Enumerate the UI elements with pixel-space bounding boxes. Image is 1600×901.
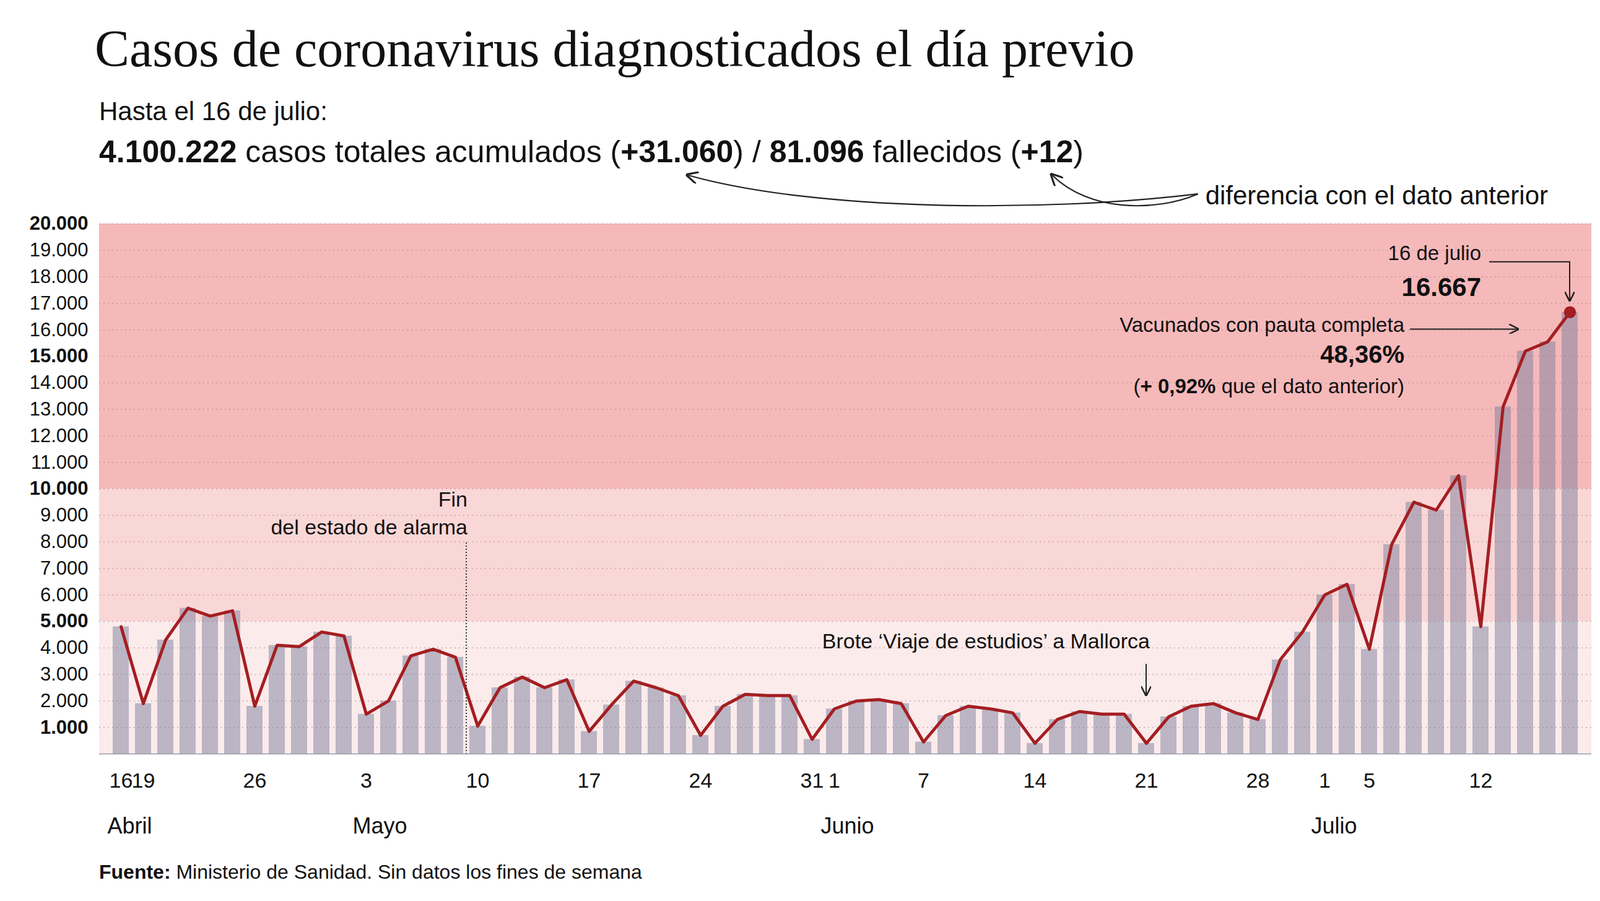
svg-text:14: 14 <box>1023 768 1048 792</box>
svg-text:2.000: 2.000 <box>40 689 89 712</box>
svg-text:19.000: 19.000 <box>29 239 89 261</box>
svg-text:1: 1 <box>1318 768 1331 792</box>
svg-text:18.000: 18.000 <box>29 265 89 288</box>
svg-text:(+ 0,92% que el dato anterior): (+ 0,92% que el dato anterior) <box>1133 374 1405 398</box>
svg-text:19: 19 <box>131 768 156 792</box>
svg-text:Abril: Abril <box>107 813 153 839</box>
svg-text:4.100.222 casos totales acumul: 4.100.222 casos totales acumulados (+31.… <box>99 134 1084 170</box>
svg-text:diferencia con el dato anterio: diferencia con el dato anterior <box>1205 180 1548 210</box>
svg-text:5.000: 5.000 <box>40 609 89 632</box>
svg-text:16.667: 16.667 <box>1401 272 1482 302</box>
svg-text:15.000: 15.000 <box>29 344 89 367</box>
svg-text:10.000: 10.000 <box>29 477 89 500</box>
svg-text:17.000: 17.000 <box>29 292 89 314</box>
svg-text:Hasta el 16 de julio:: Hasta el 16 de julio: <box>99 96 328 126</box>
svg-text:14.000: 14.000 <box>29 371 89 394</box>
svg-text:Junio: Junio <box>821 813 875 839</box>
svg-text:5: 5 <box>1363 768 1376 792</box>
svg-text:Casos de coronavirus diagnosti: Casos de coronavirus diagnosticados el d… <box>94 19 1135 78</box>
svg-text:11.000: 11.000 <box>30 451 89 474</box>
svg-text:12: 12 <box>1469 768 1493 792</box>
svg-text:8.000: 8.000 <box>40 530 89 553</box>
svg-text:20.000: 20.000 <box>29 212 89 235</box>
svg-text:Fin: Fin <box>438 487 468 511</box>
svg-text:28: 28 <box>1246 768 1270 792</box>
svg-text:13.000: 13.000 <box>29 398 89 420</box>
svg-text:10: 10 <box>466 768 490 792</box>
html-text:Fuente: Ministerio de Sanidad.: Fuente: Ministerio de Sanidad. Sin datos… <box>99 860 643 883</box>
svg-text:9.000: 9.000 <box>40 504 89 526</box>
svg-text:Brote ‘Viaje de estudios’ a Ma: Brote ‘Viaje de estudios’ a Mallorca <box>822 629 1150 653</box>
svg-text:16 de julio: 16 de julio <box>1388 241 1482 265</box>
svg-text:7.000: 7.000 <box>40 557 89 579</box>
svg-text:16.000: 16.000 <box>29 318 89 341</box>
svg-text:16: 16 <box>109 768 134 792</box>
svg-text:31: 31 <box>800 768 825 792</box>
svg-text:7: 7 <box>917 768 930 792</box>
svg-text:3: 3 <box>360 768 373 792</box>
svg-text:3.000: 3.000 <box>40 663 89 685</box>
svg-text:1.000: 1.000 <box>40 716 89 739</box>
svg-text:1: 1 <box>828 768 841 792</box>
svg-text:6.000: 6.000 <box>40 583 89 606</box>
svg-text:Julio: Julio <box>1311 813 1358 839</box>
svg-text:Vacunados con pauta completa: Vacunados con pauta completa <box>1119 313 1405 337</box>
svg-text:26: 26 <box>243 768 267 792</box>
svg-text:48,36%: 48,36% <box>1320 340 1405 368</box>
svg-text:17: 17 <box>577 768 602 792</box>
svg-text:12.000: 12.000 <box>29 424 89 447</box>
svg-text:4.000: 4.000 <box>40 636 89 659</box>
svg-text:24: 24 <box>689 768 713 792</box>
svg-text:21: 21 <box>1134 768 1159 792</box>
svg-text:del estado de alarma: del estado de alarma <box>270 515 468 539</box>
svg-text:Mayo: Mayo <box>352 813 408 839</box>
